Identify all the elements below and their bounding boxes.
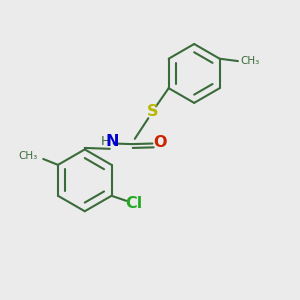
Text: CH₃: CH₃ (18, 151, 38, 161)
Text: N: N (105, 134, 119, 149)
Text: O: O (154, 135, 167, 150)
Text: S: S (147, 104, 158, 119)
Text: Cl: Cl (126, 196, 143, 211)
Text: H: H (100, 135, 110, 148)
Text: CH₃: CH₃ (240, 56, 259, 66)
